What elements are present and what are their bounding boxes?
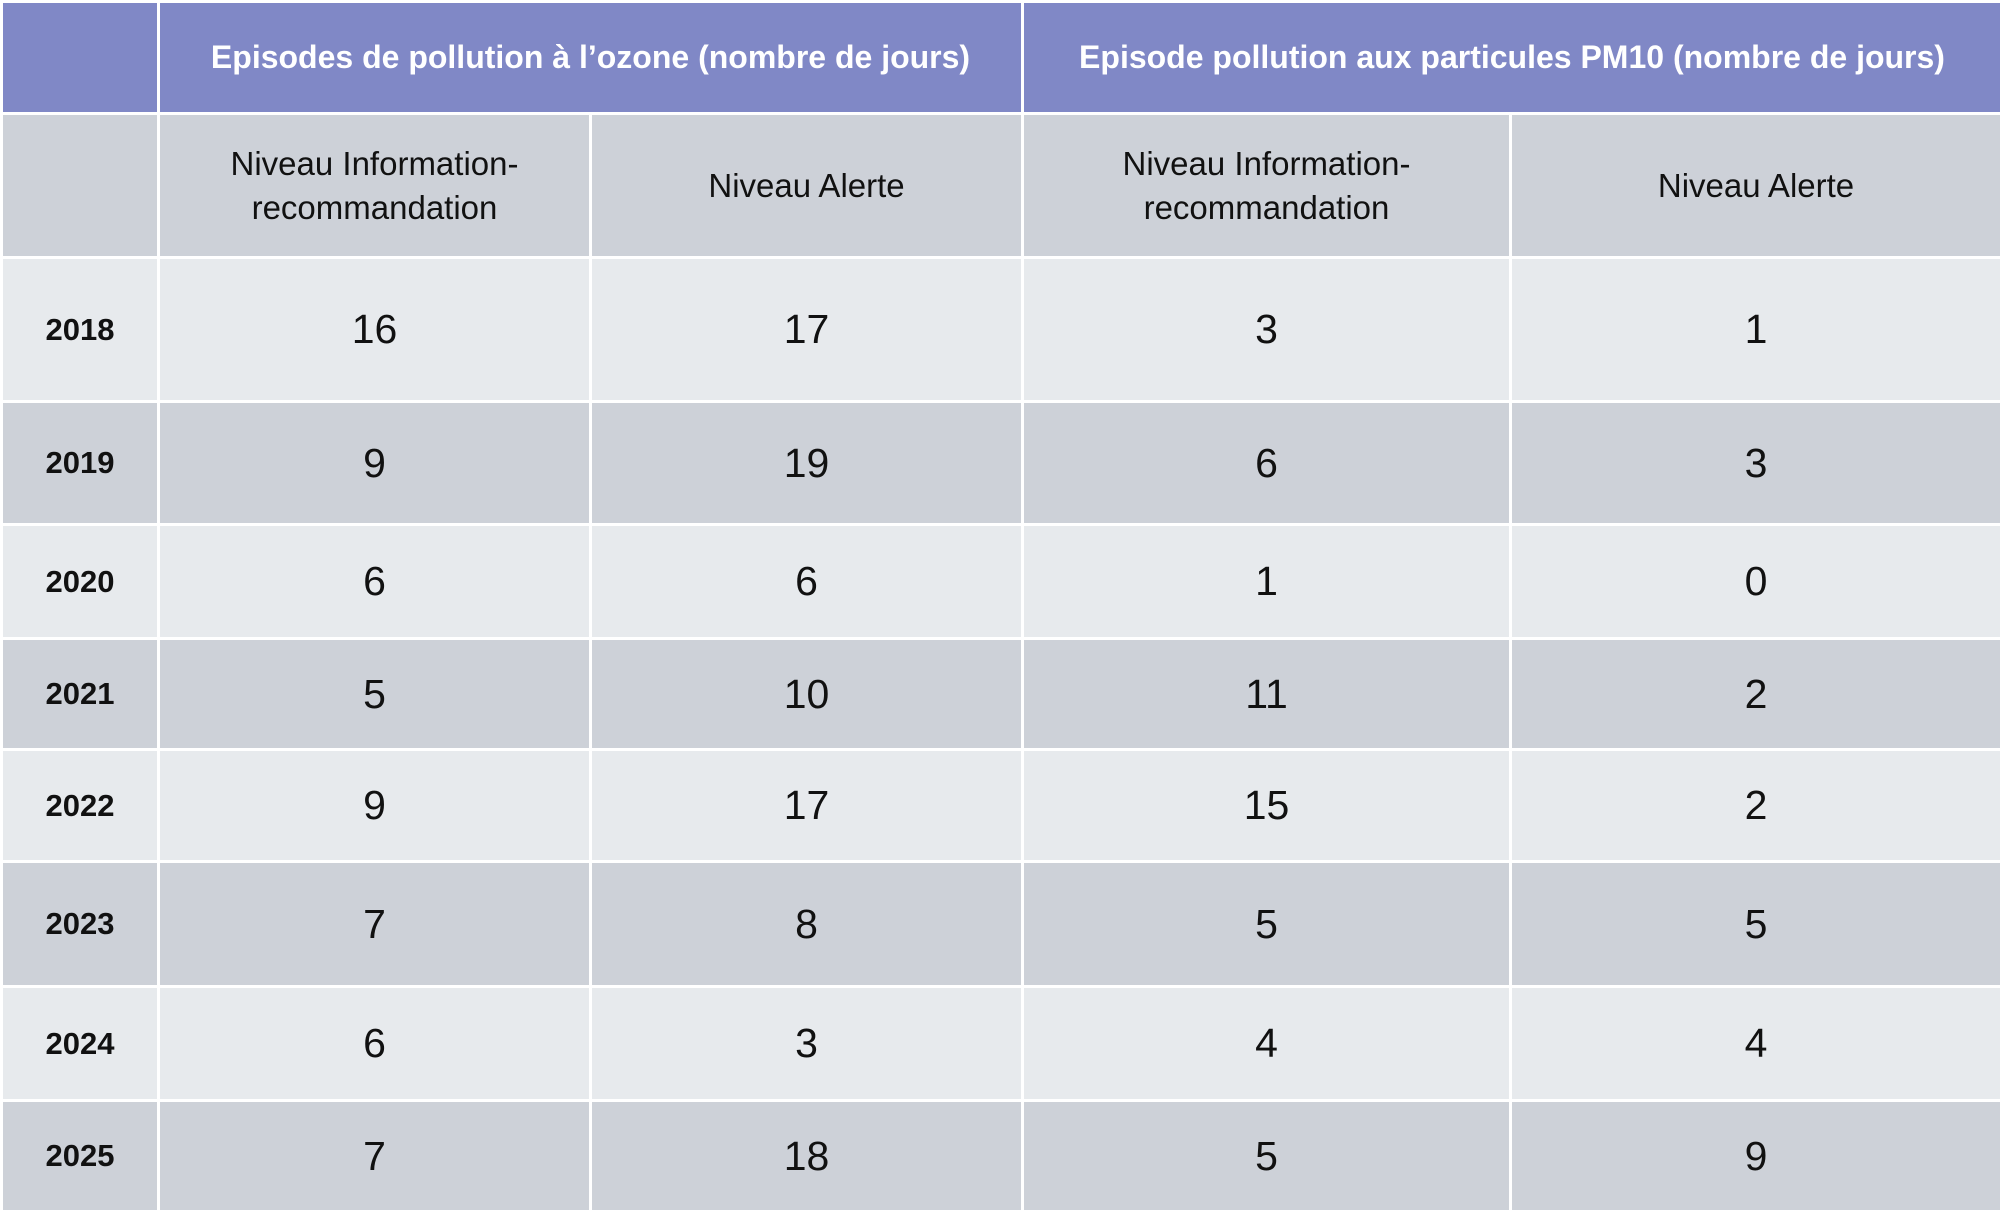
value-cell: 15	[1023, 750, 1511, 862]
value-cell: 5	[159, 639, 591, 750]
value-cell: 4	[1511, 987, 2000, 1101]
value-cell: 7	[159, 862, 591, 987]
value-cell: 1	[1023, 525, 1511, 639]
value-cell: 3	[1023, 258, 1511, 402]
value-cell: 16	[159, 258, 591, 402]
value-cell: 6	[159, 987, 591, 1101]
value-cell: 6	[591, 525, 1023, 639]
sub-header: Niveau Information-recommandation	[159, 114, 591, 258]
value-cell: 2	[1511, 639, 2000, 750]
value-cell: 17	[591, 750, 1023, 862]
sub-header: Niveau Alerte	[591, 114, 1023, 258]
value-cell: 19	[591, 402, 1023, 525]
value-cell: 17	[591, 258, 1023, 402]
value-cell: 5	[1023, 862, 1511, 987]
year-cell: 2022	[2, 750, 159, 862]
sub-header: Niveau Alerte	[1511, 114, 2000, 258]
value-cell: 4	[1023, 987, 1511, 1101]
value-cell: 9	[159, 402, 591, 525]
value-cell: 18	[591, 1101, 1023, 1212]
sub-header-row: Niveau Information-recommandation Niveau…	[2, 114, 2000, 258]
group-header-row: Episodes de pollution à l’ozone (nombre …	[2, 2, 2000, 114]
sub-header: Niveau Information-recommandation	[1023, 114, 1511, 258]
value-cell: 5	[1511, 862, 2000, 987]
value-cell: 3	[591, 987, 1023, 1101]
value-cell: 7	[159, 1101, 591, 1212]
year-cell: 2018	[2, 258, 159, 402]
value-cell: 1	[1511, 258, 2000, 402]
corner-cell	[2, 114, 159, 258]
value-cell: 5	[1023, 1101, 1511, 1212]
value-cell: 11	[1023, 639, 1511, 750]
year-cell: 2025	[2, 1101, 159, 1212]
group-header: Episode pollution aux particules PM10 (n…	[1023, 2, 2000, 114]
value-cell: 2	[1511, 750, 2000, 862]
year-cell: 2020	[2, 525, 159, 639]
value-cell: 10	[591, 639, 1023, 750]
group-header: Episodes de pollution à l’ozone (nombre …	[159, 2, 1023, 114]
year-cell: 2024	[2, 987, 159, 1101]
year-cell: 2021	[2, 639, 159, 750]
value-cell: 9	[159, 750, 591, 862]
value-cell: 8	[591, 862, 1023, 987]
value-cell: 3	[1511, 402, 2000, 525]
year-cell: 2023	[2, 862, 159, 987]
value-cell: 9	[1511, 1101, 2000, 1212]
value-cell: 6	[159, 525, 591, 639]
corner-cell	[2, 2, 159, 114]
value-cell: 6	[1023, 402, 1511, 525]
value-cell: 0	[1511, 525, 2000, 639]
year-cell: 2019	[2, 402, 159, 525]
